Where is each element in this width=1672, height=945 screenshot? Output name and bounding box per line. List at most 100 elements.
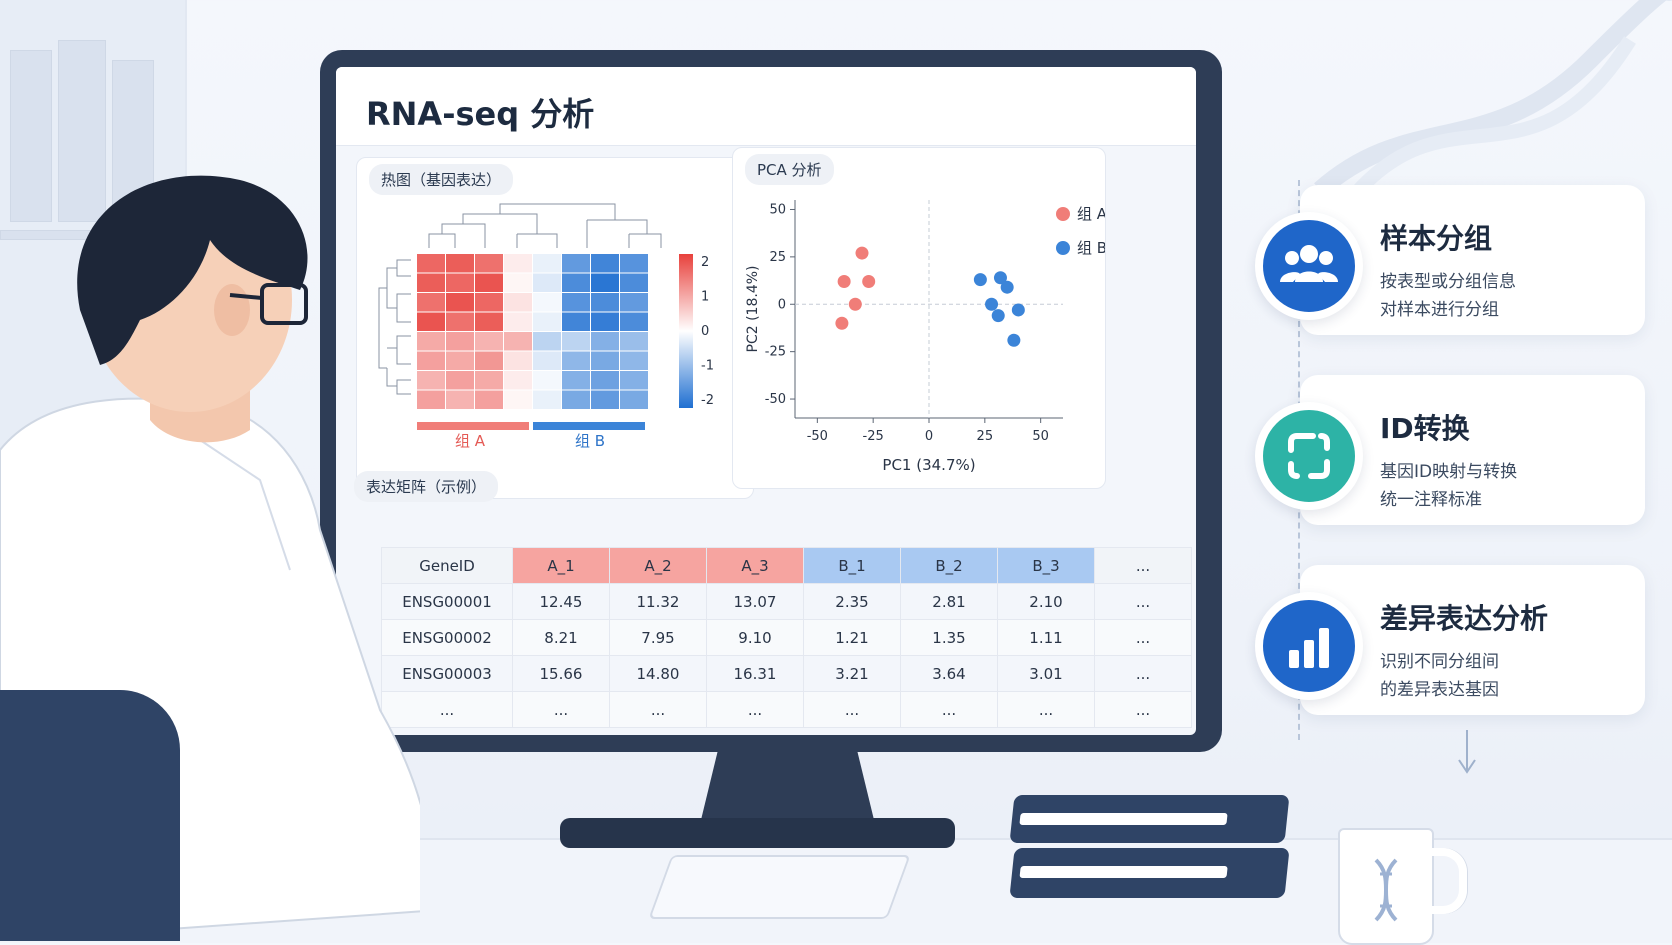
table-cell: 2.81: [900, 583, 998, 620]
monitor-base: [560, 818, 955, 848]
table-cell: 3.64: [900, 655, 998, 692]
office-chair: [0, 690, 180, 941]
table-cell: ...: [706, 691, 804, 728]
heatmap-cell: [475, 332, 503, 351]
row-dendrogram: [378, 259, 411, 395]
heatmap-cell: [504, 332, 532, 351]
heatmap-cell: [446, 254, 474, 273]
colorbar-tick-label: -2: [701, 393, 714, 408]
heatmap-cell: [620, 293, 648, 312]
table-header-cell: A_1: [512, 547, 610, 584]
card-title: 样本分组: [1380, 222, 1493, 255]
heatmap-cell: [562, 273, 590, 292]
heatmap-cell: [591, 351, 619, 370]
table-header-cell: A_2: [609, 547, 707, 584]
legend-label: 组 A: [1077, 205, 1105, 223]
table-cell: ...: [1094, 691, 1192, 728]
group-b-label: 组 B: [575, 432, 606, 450]
heatmap-cell: [620, 351, 648, 370]
heatmap-cell: [446, 312, 474, 331]
table-cell: ...: [609, 691, 707, 728]
pca-label: PCA 分析: [745, 154, 834, 185]
table-row: ENSG00001 12.45 11.32 13.07 2.35 2.81 2.10...: [381, 583, 1192, 620]
monitor-stand: [700, 752, 875, 824]
card-desc-2: 的差异表达基因: [1380, 680, 1499, 700]
arrow-down-icon: [1458, 730, 1476, 774]
card-desc-1: 按表型或分组信息: [1380, 272, 1516, 292]
colorbar-tick-label: 1: [701, 290, 709, 305]
mug-handle: [1425, 848, 1467, 914]
heatmap-cell: [504, 351, 532, 370]
pca-panel: PCA 分析 -50 -25 0 25 50 50 25 0 -25 -50 PC1 (34.7%)…: [732, 147, 1106, 489]
heatmap-cell: [620, 332, 648, 351]
heatmap-cell: [533, 293, 561, 312]
heatmap-cell: [475, 254, 503, 273]
y-tick-label: -25: [765, 345, 786, 360]
table-cell: ...: [1094, 655, 1192, 692]
table-cell: 2.35: [803, 583, 901, 620]
heatmap-cell: [562, 371, 590, 390]
table-cell: 15.66: [512, 655, 610, 692]
table-cell: ...: [997, 691, 1095, 728]
heatmap-cell: [417, 312, 445, 331]
heatmap-cells: [417, 254, 648, 409]
heatmap-cell: [620, 312, 648, 331]
heatmap-cell: [446, 273, 474, 292]
x-tick-label: -50: [807, 429, 828, 444]
heatmap-label: 热图（基因表达）: [369, 164, 514, 195]
x-tick-label: 25: [977, 429, 994, 444]
heatmap-cell: [533, 351, 561, 370]
heatmap-cell: [562, 254, 590, 273]
book-bottom: [1009, 848, 1290, 898]
table-cell: 11.32: [609, 583, 707, 620]
dna-decoration: [1314, 0, 1672, 200]
heatmap-cell: [533, 312, 561, 331]
legend-marker: [1056, 241, 1070, 255]
table-cell: 1.35: [900, 619, 998, 656]
heatmap-cell: [591, 312, 619, 331]
table-cell: ...: [803, 691, 901, 728]
table-cell: 14.80: [609, 655, 707, 692]
table-cell: 12.45: [512, 583, 610, 620]
keyboard: [648, 855, 911, 919]
heatmap-cell: [446, 390, 474, 409]
table-row: ENSG00003 15.66 14.80 16.31 3.21 3.64 3.01...: [381, 655, 1192, 692]
heatmap-cell: [562, 351, 590, 370]
card-desc-1: 基因ID映射与转换: [1380, 462, 1518, 482]
heatmap-cell: [533, 332, 561, 351]
pca-chart: -50 -25 0 25 50 50 25 0 -25 -50 PC1 (34.7%) PC2 (18…: [745, 200, 1105, 474]
heatmap-cell: [417, 371, 445, 390]
colorbar-tick-label: 2: [701, 255, 709, 270]
table-row: ........................: [381, 691, 1192, 728]
table-cell: ENSG00002: [381, 619, 513, 656]
coffee-mug: [1338, 828, 1434, 945]
pca-point: [1011, 303, 1025, 317]
heatmap-cell: [533, 390, 561, 409]
x-tick-label: 0: [925, 429, 933, 444]
heatmap-panel: 热图（基因表达） 2 1 0 -1 -2 组 A: [356, 157, 754, 499]
heatmap-cell: [417, 254, 445, 273]
bar-chart-icon: [1255, 592, 1363, 700]
x-tick-label: -25: [863, 429, 884, 444]
table-cell: 16.31: [706, 655, 804, 692]
pca-point: [993, 271, 1007, 285]
pca-point: [991, 309, 1005, 323]
heatmap-cell: [475, 312, 503, 331]
heatmap-cell: [417, 332, 445, 351]
page-title: RNA-seq 分析: [366, 95, 595, 133]
heatmap-cell: [562, 293, 590, 312]
y-tick-label: -50: [765, 392, 786, 407]
pca-point: [835, 316, 849, 330]
card-id-conversion[interactable]: ID转换 基因ID映射与转换 统一注释标准: [1300, 375, 1645, 525]
heatmap-cell: [504, 273, 532, 292]
column-dendrogram: [428, 203, 662, 248]
heatmap-cell: [533, 371, 561, 390]
heatmap-cell: [417, 273, 445, 292]
heatmap-cell: [591, 273, 619, 292]
pca-point: [985, 297, 999, 311]
group-b-bar: [533, 422, 645, 430]
heatmap-cell: [446, 371, 474, 390]
pca-point: [1007, 333, 1021, 347]
table-cell: ...: [1094, 619, 1192, 656]
x-tick-label: 50: [1032, 429, 1049, 444]
